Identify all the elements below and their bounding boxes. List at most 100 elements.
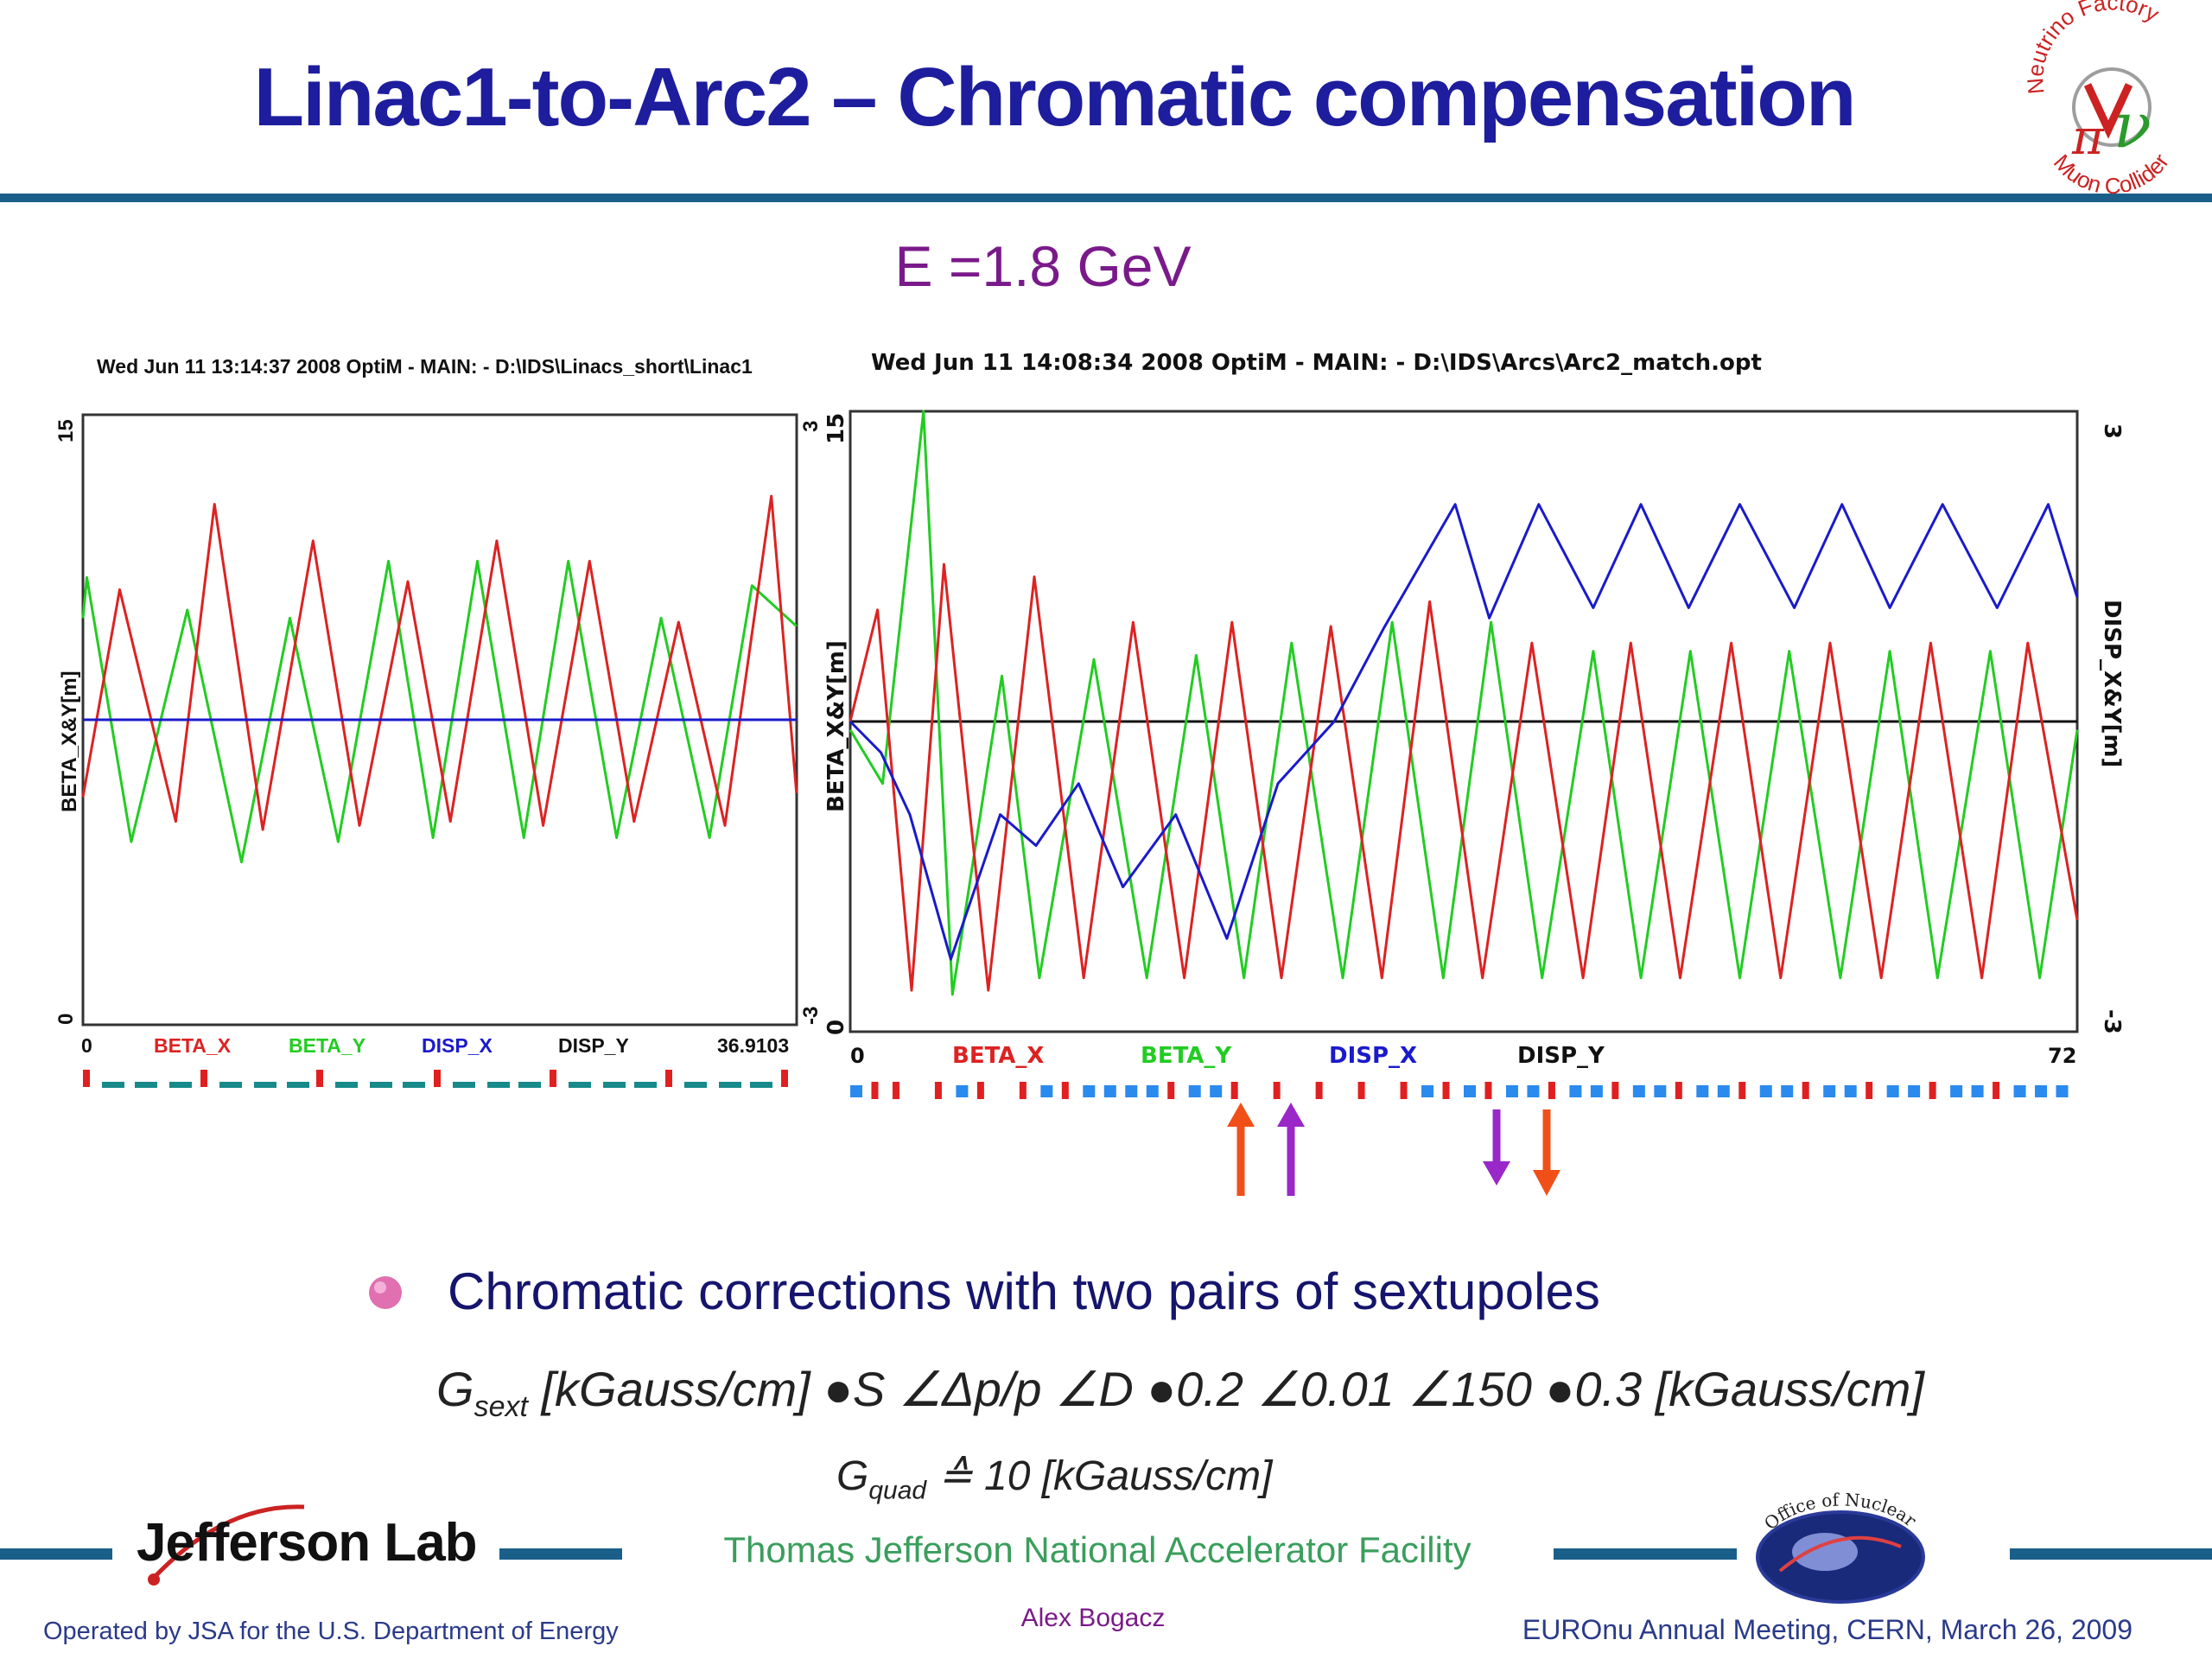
svg-text:ν: ν	[2113, 89, 2152, 162]
lattice-element	[892, 1082, 899, 1099]
chart2-legend-beta-x: BETA_X	[952, 1043, 1044, 1069]
lattice-element	[1844, 1085, 1857, 1097]
chart2-ytick-bottom: 0	[823, 1020, 849, 1035]
chart2-xtick-end: 72	[2048, 1044, 2076, 1068]
lattice-element	[1273, 1082, 1281, 1099]
lattice-element	[1040, 1085, 1053, 1097]
chart2-series-group	[849, 410, 2079, 996]
lattice-element	[1611, 1082, 1619, 1099]
chart2-ylabel-right: DISP_X&Y[m]	[2099, 600, 2125, 767]
lattice-element	[1717, 1085, 1730, 1097]
lattice-element	[1696, 1085, 1709, 1097]
formula-sext-body: [kGauss/cm] ●S ∠Δp/p ∠D ●0.2 ∠0.01 ∠150 …	[541, 1362, 1924, 1416]
chart1-legend-disp-y: DISP_Y	[558, 1034, 629, 1057]
chart1-legend-beta-y: BETA_Y	[289, 1034, 365, 1057]
chart1-series-beta-x	[81, 494, 798, 831]
bullet-text: Chromatic corrections with two pairs of …	[448, 1262, 1600, 1320]
lattice-element	[1632, 1085, 1645, 1097]
chart2-series-disp-x	[849, 503, 2079, 961]
chart2-header: Wed Jun 11 14:08:34 2008 OptiM - MAIN: -…	[871, 350, 1762, 376]
lattice-element	[2013, 1085, 2026, 1097]
chart1-xtick-end: 36.9103	[717, 1034, 789, 1057]
meeting-info: EUROnu Annual Meeting, CERN, March 26, 2…	[1522, 1614, 2133, 1645]
lattice-element	[956, 1085, 969, 1097]
chart-arc2: Wed Jun 11 14:08:34 2008 OptiM - MAIN: -…	[823, 350, 2125, 1099]
title-underline-bar	[0, 194, 2212, 202]
chart2-legend-disp-x: DISP_X	[1329, 1043, 1417, 1069]
chart2-ylabel: BETA_X&Y[m]	[823, 640, 849, 812]
sextupole-arrows	[1227, 1103, 1560, 1196]
sextupole-gradient-formula: Gsext [kGauss/cm] ●S ∠Δp/p ∠D ●0.2 ∠0.01…	[436, 1361, 1924, 1424]
author-name: Alex Bogacz	[1020, 1604, 1166, 1632]
lattice-element	[2056, 1085, 2069, 1097]
lattice-element	[1781, 1085, 1794, 1097]
chart2-right-tick-top: 3	[2099, 423, 2125, 439]
chart1-xtick-start: 0	[81, 1034, 92, 1057]
lattice-element	[1527, 1085, 1540, 1097]
lattice-element	[1400, 1082, 1408, 1099]
chart1-legend-beta-x: BETA_X	[154, 1034, 232, 1057]
chart-linac1: Wed Jun 11 13:14:37 2008 OptiM - MAIN: -…	[54, 355, 823, 1088]
chart2-ytick-top: 15	[823, 413, 849, 444]
lattice-element	[1146, 1085, 1159, 1097]
chart1-legend-disp-x: DISP_X	[422, 1034, 493, 1057]
chart2-xtick-start: 0	[850, 1044, 865, 1068]
lattice-element	[1759, 1085, 1772, 1097]
lattice-element	[1464, 1085, 1476, 1097]
chart1-series-group	[81, 494, 798, 864]
lattice-element	[1421, 1085, 1434, 1097]
lattice-element	[1103, 1085, 1116, 1097]
chart1-right-tick-top: 3	[799, 421, 823, 432]
quad-gradient-formula: Gquad ≙ 10 [kGauss/cm]	[836, 1452, 1272, 1506]
formula-g-quad-symbol: G	[836, 1453, 869, 1499]
chart2-magnet-lattice	[850, 1082, 2069, 1099]
svg-text:π: π	[2071, 110, 2105, 166]
formula-quad-subscript: quad	[868, 1476, 927, 1505]
lattice-element	[1590, 1085, 1603, 1097]
arrow-up-purple	[1277, 1103, 1305, 1196]
lattice-element	[871, 1082, 879, 1099]
lattice-element	[1908, 1085, 1921, 1097]
lattice-element	[1738, 1082, 1746, 1099]
chart2-series-beta-x	[849, 563, 2079, 992]
svg-text:Muon Collider: Muon Collider	[2049, 149, 2174, 199]
footer-bars	[0, 1548, 2212, 1560]
lattice-element	[1802, 1082, 1809, 1099]
lattice-element	[1993, 1082, 2000, 1099]
lattice-element	[1929, 1082, 1936, 1099]
arrow-up-orange	[1227, 1103, 1255, 1196]
lattice-element	[1167, 1082, 1175, 1099]
formula-g-symbol: G	[436, 1362, 474, 1416]
lattice-element	[1569, 1085, 1582, 1097]
lattice-element	[934, 1082, 942, 1099]
lattice-element	[1866, 1082, 1873, 1099]
chart2-legend-beta-y: BETA_Y	[1141, 1043, 1232, 1069]
chart1-ytick-bottom: 0	[54, 1014, 78, 1025]
lattice-element	[1019, 1082, 1027, 1099]
chart2-series-beta-y	[849, 410, 2079, 996]
slide-title: Linac1-to-Arc2 – Chromatic compensation	[253, 51, 1856, 143]
lattice-element	[1315, 1082, 1323, 1099]
lattice-element	[1083, 1085, 1096, 1097]
lattice-element	[1188, 1085, 1201, 1097]
lattice-element	[1971, 1085, 1984, 1097]
jefferson-lab-logo: Jefferson Lab	[137, 1513, 478, 1573]
chart1-magnet-lattice	[83, 1070, 788, 1088]
lattice-element	[1654, 1085, 1667, 1097]
lattice-element	[1886, 1085, 1899, 1097]
chart1-ylabel: BETA_X&Y[m]	[58, 671, 81, 812]
lattice-element	[1230, 1082, 1238, 1099]
lattice-element	[1505, 1085, 1518, 1097]
lattice-element	[850, 1085, 862, 1097]
energy-label: E =1.8 GeV	[894, 234, 1192, 298]
lattice-element	[1357, 1082, 1365, 1099]
chart1-ytick-top: 15	[54, 419, 78, 442]
lattice-element	[976, 1082, 984, 1099]
bullet-dot	[369, 1276, 402, 1309]
lattice-element	[1675, 1082, 1682, 1099]
chart1-series-beta-y	[81, 559, 798, 864]
lattice-element	[1125, 1085, 1138, 1097]
lattice-element	[1061, 1082, 1069, 1099]
formula-quad-body: ≙ 10 [kGauss/cm]	[938, 1453, 1273, 1499]
